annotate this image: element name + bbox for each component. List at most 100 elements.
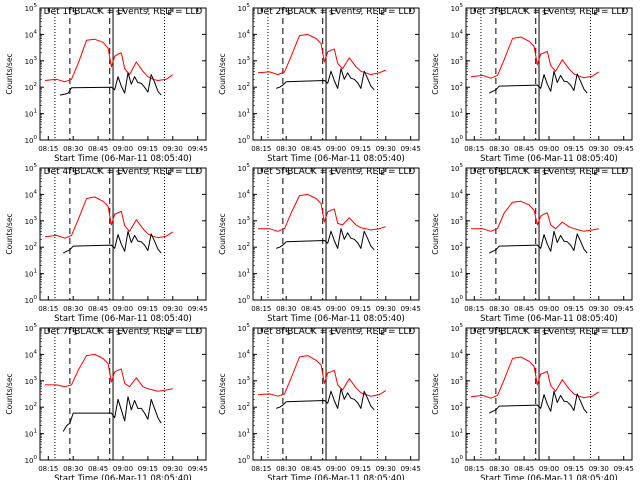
panel-det-5: Det 5f BLACK = Events, RED = LLD10010110… <box>218 163 421 324</box>
y-tick-label: 102 <box>238 82 250 92</box>
x-tick-label: 08:15 <box>38 145 58 153</box>
x-tick-label: 09:30 <box>163 145 183 153</box>
x-tick-label: 08:15 <box>38 305 58 313</box>
time-marker-label: E <box>168 169 172 177</box>
series-lld-line <box>44 196 174 239</box>
time-marker-label: S <box>73 329 78 337</box>
y-tick-label: 104 <box>25 29 38 39</box>
x-axis-title: Start Time (06-Mar-11 08:05:40) <box>480 314 618 324</box>
y-tick-label: 105 <box>25 3 38 13</box>
time-marker-label: S <box>542 329 547 337</box>
x-tick-label: 09:00 <box>539 465 559 473</box>
x-tick-label: 09:15 <box>564 465 584 473</box>
x-tick-label: 09:15 <box>138 145 158 153</box>
panel-det-8: Det 8f BLACK = Events, RED = LLD10010110… <box>218 323 421 480</box>
x-tick-label: 09:45 <box>188 145 208 153</box>
y-tick-label: 105 <box>238 323 251 333</box>
x-tick-label: 08:45 <box>88 305 108 313</box>
y-tick-label: 100 <box>238 135 251 145</box>
x-tick-label: 09:15 <box>138 465 158 473</box>
y-tick-label: 105 <box>451 3 464 13</box>
series-events-line <box>59 72 162 96</box>
time-marker-label: S <box>499 9 504 17</box>
series-events-line <box>276 228 375 251</box>
x-tick-label: 08:30 <box>63 145 83 153</box>
x-tick-label: 08:15 <box>251 305 271 313</box>
y-axis-title: Counts/sec <box>5 213 14 254</box>
y-tick-label: 100 <box>25 455 38 465</box>
time-marker-label: S <box>542 169 547 177</box>
time-marker-label: S <box>286 169 291 177</box>
x-tick-label: 09:45 <box>401 305 421 313</box>
panel-det-3: Det 3f BLACK = Events, RED = LLD10010110… <box>431 3 634 164</box>
x-tick-label: 09:45 <box>614 305 634 313</box>
x-tick-label: 09:15 <box>564 145 584 153</box>
series-events-line <box>62 230 162 254</box>
x-axis-title: Start Time (06-Mar-11 08:05:40) <box>54 474 192 480</box>
y-tick-label: 102 <box>238 402 250 412</box>
time-marker-label: S <box>499 329 504 337</box>
x-tick-label: 08:45 <box>88 465 108 473</box>
y-tick-label: 101 <box>25 269 37 279</box>
y-tick-label: 102 <box>451 242 463 252</box>
y-tick-label: 101 <box>451 429 463 439</box>
x-tick-label: 09:15 <box>564 305 584 313</box>
x-tick-label: 08:45 <box>301 305 321 313</box>
time-marker-label: S <box>329 329 334 337</box>
x-tick-label: 08:45 <box>514 305 534 313</box>
time-marker-label: S <box>286 329 291 337</box>
x-tick-label: 08:45 <box>301 465 321 473</box>
y-tick-label: 100 <box>451 455 464 465</box>
y-axis-title: Counts/sec <box>431 213 440 254</box>
y-tick-label: 101 <box>451 109 463 119</box>
y-tick-label: 102 <box>451 402 463 412</box>
x-tick-label: 08:15 <box>464 145 484 153</box>
time-marker-label: S <box>329 9 334 17</box>
time-marker-label: S <box>73 169 78 177</box>
time-marker-label: E <box>381 169 385 177</box>
x-tick-label: 09:45 <box>614 465 634 473</box>
y-tick-label: 101 <box>238 109 250 119</box>
y-tick-label: 103 <box>25 376 38 386</box>
y-axis-title: Counts/sec <box>431 373 440 414</box>
y-tick-label: 105 <box>238 3 251 13</box>
x-axis-title: Start Time (06-Mar-11 08:05:40) <box>267 154 405 164</box>
x-tick-label: 09:00 <box>113 465 133 473</box>
x-tick-label: 08:15 <box>251 465 271 473</box>
x-tick-label: 09:30 <box>589 145 609 153</box>
panel-det-6: Det 6f BLACK = Events, RED = LLD10010110… <box>431 163 634 324</box>
time-marker-label: E <box>594 9 598 17</box>
y-tick-label: 105 <box>451 323 464 333</box>
series-lld-line <box>470 356 600 399</box>
x-tick-label: 09:00 <box>326 465 346 473</box>
time-marker-label: E <box>168 9 172 17</box>
y-tick-label: 101 <box>238 429 250 439</box>
x-tick-label: 08:30 <box>489 465 509 473</box>
x-tick-label: 08:45 <box>514 465 534 473</box>
series-lld-line <box>470 36 600 79</box>
x-axis-title: Start Time (06-Mar-11 08:05:40) <box>267 314 405 324</box>
y-tick-label: 103 <box>25 56 38 66</box>
time-marker-label: E <box>594 169 598 177</box>
y-axis-title: Counts/sec <box>5 373 14 414</box>
time-marker-label: S <box>286 9 291 17</box>
y-tick-label: 102 <box>25 82 37 92</box>
series-lld-line <box>258 193 386 232</box>
x-tick-label: 09:30 <box>376 305 396 313</box>
y-tick-label: 100 <box>238 295 251 305</box>
time-marker-label: S <box>329 169 334 177</box>
y-tick-label: 103 <box>238 376 251 386</box>
y-tick-label: 101 <box>25 429 37 439</box>
y-axis-title: Counts/sec <box>431 53 440 94</box>
time-marker-label: S <box>499 169 504 177</box>
y-tick-label: 101 <box>25 109 37 119</box>
x-tick-label: 09:30 <box>163 465 183 473</box>
series-events-line <box>62 396 162 432</box>
x-tick-label: 09:30 <box>376 145 396 153</box>
x-tick-label: 09:45 <box>188 465 208 473</box>
y-tick-label: 100 <box>25 295 38 305</box>
x-tick-label: 08:30 <box>489 145 509 153</box>
y-tick-label: 103 <box>451 56 464 66</box>
time-marker-label: S <box>542 9 547 17</box>
